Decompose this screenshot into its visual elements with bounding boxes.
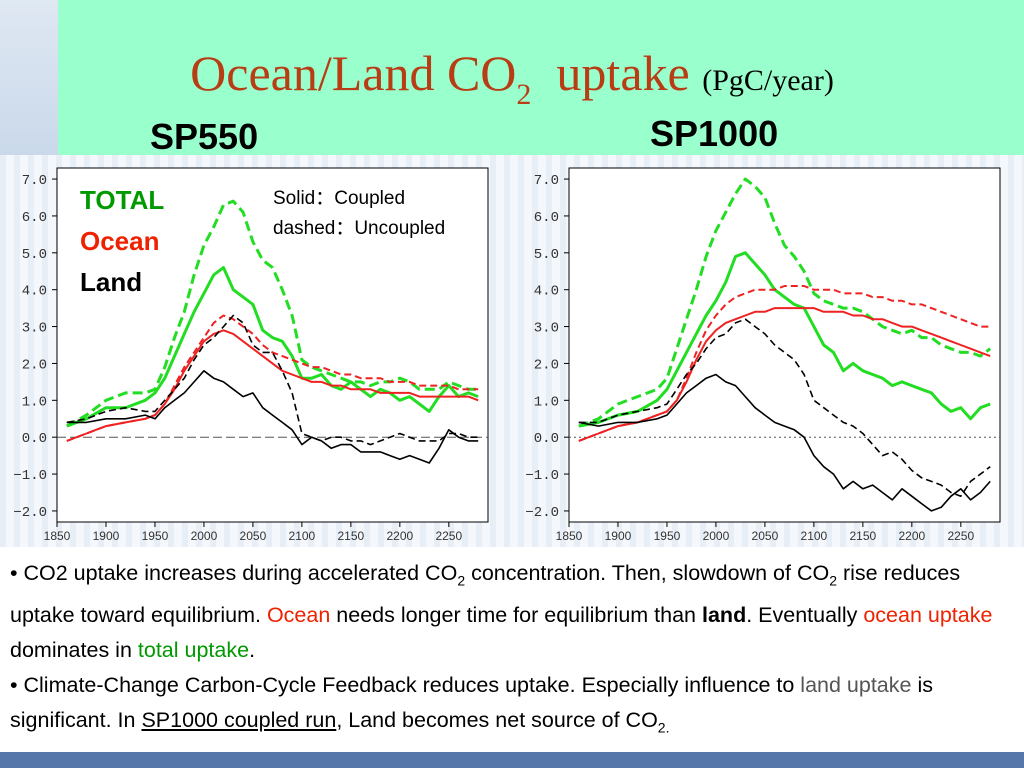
- sp1000-y-tick-label: 7.0: [534, 173, 559, 189]
- chart-sp550: 7.0 6.0 5.0 4.0 3.0 2.0 1.0 0.0 −1.0 −2.0 1850 1900…: [13, 167, 489, 540]
- sp550-y-tick-label: 3.0: [22, 321, 47, 337]
- sp1000-y-tick-label: 4.0: [534, 284, 559, 300]
- sp1000-series-land-solid: [578, 373, 991, 512]
- sp550-x-tick-label: 2250: [435, 529, 462, 540]
- sp550-y-tick-label: 0.0: [22, 431, 47, 447]
- sp550-y-tick-label: 5.0: [22, 247, 47, 263]
- title-unit: (PgC/year): [702, 64, 834, 97]
- chart-sp1000: 7.0 6.0 5.0 4.0 3.0 2.0 1.0 0.0 −1.0 −2.0 1850 1900…: [525, 167, 1001, 540]
- sp1000-y-tick-label: −1.0: [525, 468, 559, 484]
- sp550-x-tick-label: 2000: [191, 529, 218, 540]
- sp550-y-tick-label: 1.0: [22, 394, 47, 410]
- sp550-x-tick-label: 1950: [142, 529, 169, 540]
- legend-total: TOTAL: [80, 185, 165, 215]
- title-main: Ocean/Land CO: [190, 45, 517, 101]
- sp1000-x-tick-label: 2200: [898, 529, 925, 540]
- sp550-series-land-solid: [66, 370, 479, 464]
- sp550-series-land-dashed: [66, 314, 479, 446]
- legend-solid-note: Solid：Coupled: [273, 188, 406, 209]
- sp550-x-tick-label: 2150: [338, 529, 365, 540]
- sp1000-x-tick-label: 2000: [703, 529, 730, 540]
- legend-ocean: Ocean: [80, 226, 160, 256]
- sp550-x-tick-label: 2200: [386, 529, 413, 540]
- sp550-y-tick-label: −2.0: [13, 505, 47, 521]
- sp1000-series-land-dashed: [578, 318, 991, 498]
- sp550-series-ocean-dashed: [66, 314, 479, 442]
- bullet-2: • Climate-Change Carbon-Cycle Feedback r…: [10, 673, 933, 736]
- sp1000-x-tick-label: 2150: [850, 529, 877, 540]
- sp550-series-total-solid: [66, 266, 479, 428]
- sp550-y-tick-label: −1.0: [13, 468, 47, 484]
- sp550-x-tick-label: 2050: [240, 529, 267, 540]
- bullet-list: • CO2 uptake increases during accelerate…: [10, 556, 1016, 746]
- sp1000-y-tick-label: 3.0: [534, 321, 559, 337]
- sp1000-y-tick-label: 6.0: [534, 210, 559, 226]
- bullet-1: • CO2 uptake increases during accelerate…: [10, 561, 993, 663]
- sp550-series-total-dashed: [66, 199, 479, 428]
- legend-land: Land: [80, 267, 143, 297]
- sp550-y-tick-label: 2.0: [22, 357, 47, 373]
- panel-label-sp1000: SP1000: [650, 113, 779, 154]
- panel-label-sp550: SP550: [150, 116, 259, 157]
- sp1000-x-tick-label: 1950: [654, 529, 681, 540]
- sp1000-x-tick-label: 2100: [801, 529, 828, 540]
- sp1000-y-tick-label: 1.0: [534, 394, 559, 410]
- sp1000-plot-frame: [568, 167, 1001, 523]
- bottom-strip: [0, 752, 1024, 768]
- sp550-y-tick-label: 4.0: [22, 284, 47, 300]
- sp1000-series-total-dashed: [578, 177, 992, 428]
- sp550-x-tick-label: 2100: [289, 529, 316, 540]
- sp550-y-tick-label: 7.0: [22, 173, 47, 189]
- sp1000-x-tick-label: 2250: [947, 529, 974, 540]
- sp1000-y-tick-label: 2.0: [534, 357, 559, 373]
- sp1000-x-tick-label: 1850: [556, 529, 583, 540]
- decorative-left-strip: [0, 0, 58, 160]
- sp1000-y-tick-label: −2.0: [525, 505, 559, 521]
- legend-dashed-note: dashed：Uncoupled: [273, 218, 446, 239]
- title-band: [58, 0, 1024, 155]
- sp550-x-tick-label: 1850: [44, 529, 71, 540]
- sp1000-x-tick-label: 2050: [752, 529, 779, 540]
- title-subscript: 2: [516, 78, 532, 111]
- sp550-plot-frame: [56, 167, 489, 523]
- sp1000-y-tick-label: 0.0: [534, 431, 559, 447]
- slide-title: Ocean/Land CO2 uptake (PgC/year): [0, 44, 1024, 111]
- title-tail: uptake: [556, 45, 690, 101]
- sp550-y-tick-label: 6.0: [22, 210, 47, 226]
- sp1000-y-tick-label: 5.0: [534, 247, 559, 263]
- sp1000-x-tick-label: 1900: [605, 529, 632, 540]
- sp550-x-tick-label: 1900: [93, 529, 120, 540]
- sp1000-series-ocean-dashed: [578, 285, 991, 442]
